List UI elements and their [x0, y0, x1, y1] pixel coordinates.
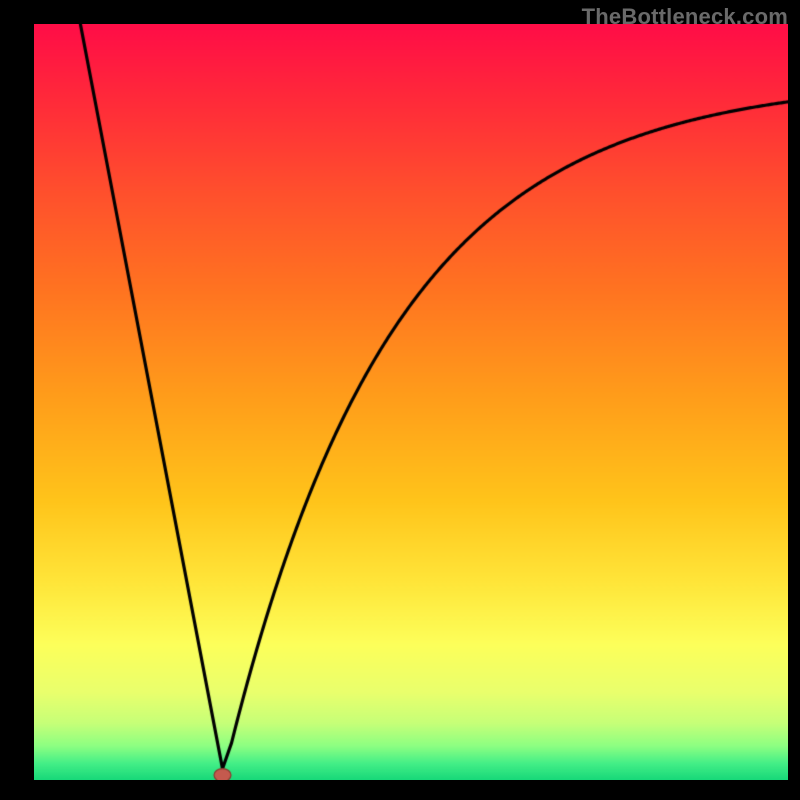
- chart-container: TheBottleneck.com: [0, 0, 800, 800]
- plot-frame: [34, 24, 788, 780]
- watermark-text: TheBottleneck.com: [582, 4, 788, 30]
